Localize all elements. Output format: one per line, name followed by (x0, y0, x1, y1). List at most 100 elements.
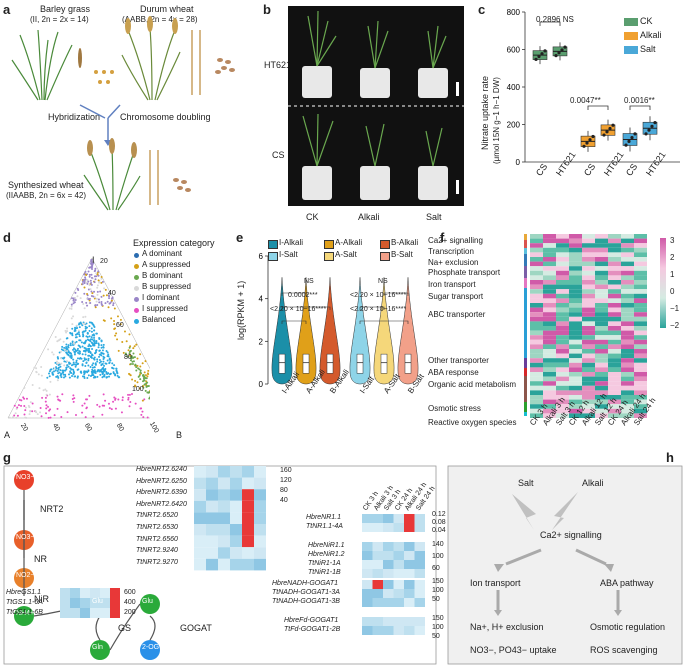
d-point (63, 364, 66, 367)
d-point (96, 286, 99, 289)
nr-heat-cell (393, 514, 404, 523)
d-point (83, 370, 86, 373)
f-cell (595, 321, 608, 326)
d-point (63, 346, 66, 349)
c-point (543, 49, 547, 53)
f-cell (543, 312, 556, 317)
d-point (120, 411, 123, 414)
f-cell (634, 344, 647, 349)
d-point (44, 400, 47, 403)
nh4-node-label: NH4+ (16, 610, 35, 617)
d-point (83, 322, 86, 325)
d-point (87, 345, 90, 348)
d-point (91, 342, 94, 345)
f-cell (621, 413, 634, 418)
d-point (91, 366, 94, 369)
f-cell (608, 367, 621, 372)
d-point (83, 286, 86, 289)
f-cell (621, 372, 634, 377)
d-point (142, 385, 145, 388)
d-point (63, 360, 66, 363)
d-point (88, 347, 91, 350)
nir-heat-cell (372, 560, 383, 569)
d-point (91, 264, 94, 267)
f-cell (582, 312, 595, 317)
pathway-arrow (149, 615, 156, 641)
e-bracket (359, 320, 409, 324)
f-cell (582, 404, 595, 409)
nir-heat-cell (414, 551, 425, 560)
f-row-label: Phosphate transport (428, 268, 501, 277)
f-cell (543, 344, 556, 349)
nrt-gene-label: TtNRT2.6560 (136, 535, 178, 543)
d-point (89, 302, 92, 305)
f-cell (621, 266, 634, 271)
c-legend-salt: Salt (640, 44, 656, 54)
d-point (84, 341, 87, 344)
f-cell (608, 358, 621, 363)
nrt-scale-label: 40 (280, 497, 288, 504)
nrt-heat-cell (242, 477, 254, 490)
d-point (56, 379, 59, 382)
e-violin (295, 277, 317, 385)
f-cell (595, 358, 608, 363)
f-cell (543, 321, 556, 326)
d-point (86, 304, 89, 307)
f-cell (556, 330, 569, 336)
d-point (112, 302, 115, 305)
f-cell (595, 270, 608, 276)
d-point (95, 297, 98, 300)
d-point (84, 347, 87, 350)
d-point (17, 404, 20, 407)
d-point (76, 347, 79, 350)
f-cell (582, 289, 595, 294)
nr-heat-cell (383, 514, 394, 523)
f-cell (556, 284, 569, 290)
nrt-heat-cell (230, 524, 242, 536)
f-cell (634, 293, 647, 299)
d-point (72, 361, 75, 364)
d-point (81, 283, 84, 286)
d-point (87, 350, 90, 353)
d-point (108, 361, 111, 364)
e-legend-swatch (380, 252, 390, 261)
f-cell (556, 372, 569, 377)
f-cell (608, 307, 621, 313)
f-cell (621, 275, 634, 280)
ternary-vertex-i: I (92, 255, 95, 265)
d-point (89, 279, 92, 282)
f-cell (569, 362, 582, 368)
nrt-gene-label: TtNRT2.9270 (136, 558, 178, 566)
nir-heat-cell (393, 542, 404, 551)
d-point (101, 304, 104, 307)
e-legend-item: A-Salt (335, 250, 357, 259)
nrt-heat-cell (218, 489, 230, 501)
f-cell (621, 303, 634, 308)
f-cell (621, 349, 634, 354)
d-point (56, 407, 59, 410)
nrt-heat-cell (206, 535, 218, 548)
f-cell (569, 349, 582, 354)
f-cell (634, 385, 647, 391)
d-point (11, 416, 14, 419)
d-point (106, 373, 109, 376)
f-cell (595, 376, 608, 382)
c-bracket (587, 105, 609, 110)
d-point (99, 373, 102, 376)
f-cell (556, 280, 569, 285)
f-cell (569, 252, 582, 257)
d-point (88, 343, 91, 346)
fd-heat-cell (372, 626, 383, 635)
f-cell (569, 289, 582, 294)
d-point (31, 402, 34, 405)
nrt-heat-cell (218, 558, 230, 571)
d-point (71, 297, 74, 300)
f-cell (543, 362, 556, 368)
d-point (138, 374, 141, 377)
d-point (78, 350, 81, 353)
d-point (90, 290, 93, 293)
f-cell (621, 261, 634, 267)
f-cell (530, 362, 543, 368)
e-violin (397, 277, 419, 385)
d-point (13, 404, 16, 407)
